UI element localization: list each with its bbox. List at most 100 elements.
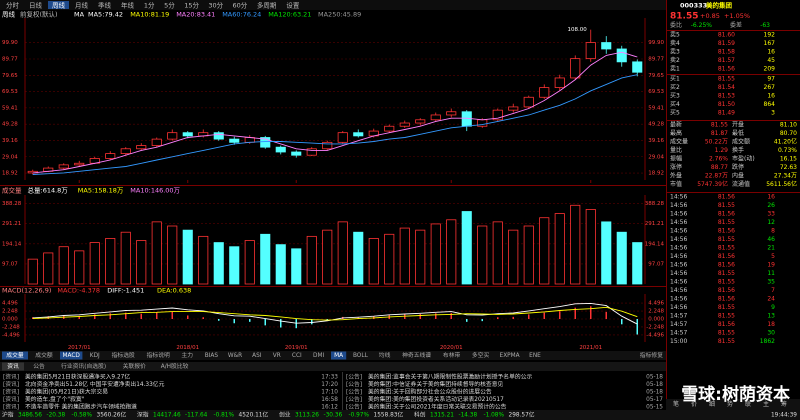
news-title[interactable]: 北向资金净卖出51.28亿 中国平安遭净卖出14.33亿元 [25, 380, 165, 388]
volume-bar [58, 246, 69, 285]
book-price: 81.50 [718, 101, 735, 108]
book-label: 卖4 [670, 40, 680, 47]
indicator-fix[interactable]: 指标修复 [640, 351, 663, 359]
volume-bar [291, 248, 302, 285]
indicator-tab[interactable]: 指标选股 [112, 351, 135, 359]
news-title[interactable]: 美的造车,盘了个"寂寞" [25, 395, 85, 403]
candle-body [508, 106, 519, 111]
y-tick-label: -2.248 [646, 324, 664, 330]
indicator-tab[interactable]: VR [273, 353, 281, 359]
indicator-tab[interactable]: MA [334, 353, 343, 359]
book-volume: 864 [764, 101, 776, 108]
news-title[interactable]: 美的集团:关于公司2021年度日常关联交易预计的公告 [368, 403, 507, 411]
legend-entry: MACD:-4.378 [57, 287, 100, 295]
news-tab[interactable]: 公告 [33, 362, 45, 370]
news-time: 17:20 [321, 382, 338, 388]
toolbar-tab[interactable]: 设置 [286, 1, 300, 10]
toolbar-tab[interactable]: 周线 [52, 1, 66, 10]
book-price: 81.56 [718, 66, 735, 73]
indicator-tab[interactable]: 成交量 [6, 351, 24, 359]
trade-time: 14:56 [670, 262, 687, 269]
toolbar-tab[interactable]: 分时 [6, 1, 20, 10]
side-tab[interactable]: 细 [709, 400, 715, 408]
news-tab[interactable]: 资讯 [7, 362, 19, 370]
stat-value: 41.20亿 [774, 138, 797, 146]
status-item: 14417.46 [153, 413, 181, 419]
ratio-value: -6.25% [691, 22, 713, 29]
y-tick-label: 194.14 [2, 241, 22, 247]
pane-title: 成交量 [2, 186, 22, 195]
trade-price: 81.55 [718, 236, 735, 243]
side-tab[interactable]: 势 [727, 400, 733, 408]
indicator-tab[interactable]: ENE [529, 353, 541, 359]
indicator-tab[interactable]: 布林带 [443, 351, 461, 359]
indicator-tab[interactable]: EXPMA [500, 353, 520, 359]
indicator-tab[interactable]: 多空买 [472, 351, 490, 359]
trade-time: 14:56 [670, 236, 687, 243]
side-tab[interactable]: 筹 [781, 400, 787, 408]
toolbar-tab[interactable]: 30分 [208, 1, 223, 10]
volume-bar [136, 240, 147, 285]
indicator-tab[interactable]: 指标说明 [147, 351, 170, 359]
legend-entry: DIFF:-1.451 [107, 287, 144, 295]
indicator-tab[interactable]: DMI [313, 353, 324, 359]
toolbar-tab[interactable]: 月线 [75, 1, 89, 10]
news-time: 05-18 [646, 375, 663, 381]
side-tab[interactable]: 主 [763, 400, 769, 408]
side-tab[interactable]: 价 [691, 401, 697, 408]
indicator-tab[interactable]: BOLL [353, 353, 369, 359]
pane-title: MACD(12,26,9) [2, 287, 51, 295]
toolbar-tab[interactable]: 年线 [121, 1, 135, 10]
news-title[interactable]: 美的集团:关于回购部分社会公众股份的进展公告 [368, 388, 492, 396]
news-title[interactable]: 美的集团:美的集团投资者关系活动记录表20210517 [368, 395, 504, 403]
volume-bar [306, 235, 317, 285]
active-indicator [331, 351, 347, 360]
indicator-tab[interactable]: W&R [228, 353, 242, 359]
y-tick-label: 69.53 [2, 89, 18, 95]
news-title[interactable]: 美的集团(05月21日)获大宗交易 [25, 388, 108, 396]
book-volume: 209 [764, 66, 776, 73]
y-tick-label: 97.07 [648, 261, 664, 267]
volume-bar [213, 242, 224, 285]
candle-body [167, 132, 178, 140]
side-tab[interactable]: 笔 [673, 400, 679, 408]
news-source: [资讯] [3, 373, 19, 381]
toolbar-tab[interactable]: 5分 [164, 1, 175, 10]
status-item: 4520.11亿 [239, 411, 269, 419]
indicator-tab[interactable]: KDJ [90, 353, 100, 359]
toolbar-tab[interactable]: 季线 [98, 1, 112, 10]
news-title[interactable]: 美的集团:中信证券关于美的集团持续督导的核查意见 [368, 380, 503, 388]
indicator-tab[interactable]: 主力 [181, 351, 193, 359]
trade-volume: 1862 [760, 338, 775, 345]
indicator-tab[interactable]: 均线 [379, 351, 391, 359]
volume-bar [477, 225, 488, 285]
toolbar-tab[interactable]: 15分 [184, 1, 199, 10]
volume-bar [229, 246, 240, 285]
toolbar-tab[interactable]: 日线 [29, 1, 43, 10]
toolbar-tab[interactable]: 多周期 [257, 1, 277, 10]
trade-time: 14:56 [670, 219, 687, 226]
status-item: 3486.56 [18, 413, 42, 419]
y-tick-label: 89.77 [648, 57, 664, 63]
indicator-tab[interactable]: 成交额 [35, 351, 53, 359]
news-tab[interactable]: 关联报价 [123, 362, 146, 370]
side-tab[interactable]: 联 [745, 400, 751, 408]
volume-bar [508, 229, 519, 285]
news-title[interactable]: 不造车造零件 美的集团跑步汽车领域抢跑道 [25, 403, 137, 411]
candle-body [585, 42, 596, 60]
indicator-tab[interactable]: CCI [292, 353, 302, 359]
indicator-tab[interactable]: 神奇五线谱 [402, 351, 431, 359]
news-title[interactable]: 美的集团5月21日获深股通净买入9.27亿 [25, 373, 130, 381]
y-tick-label: 69.53 [648, 89, 664, 95]
toolbar-tab[interactable]: 1分 [144, 1, 155, 10]
indicator-tab[interactable]: ASI [252, 353, 262, 359]
news-title[interactable]: 美的集团:监事会关于第八期限制性股票激励计划授予名单的公示 [368, 373, 532, 381]
toolbar-tab[interactable]: 60分 [232, 1, 247, 10]
indicator-tab[interactable]: BIAS [205, 353, 219, 359]
trade-price: 81.56 [718, 287, 735, 294]
indicator-tab[interactable]: MACD [63, 353, 81, 359]
news-tab[interactable]: A/H股比较 [161, 362, 189, 370]
status-item: 沪指 [2, 411, 14, 419]
trade-time: 14:56 [670, 228, 687, 235]
news-tab[interactable]: 行业资讯(自选股) [61, 362, 106, 370]
